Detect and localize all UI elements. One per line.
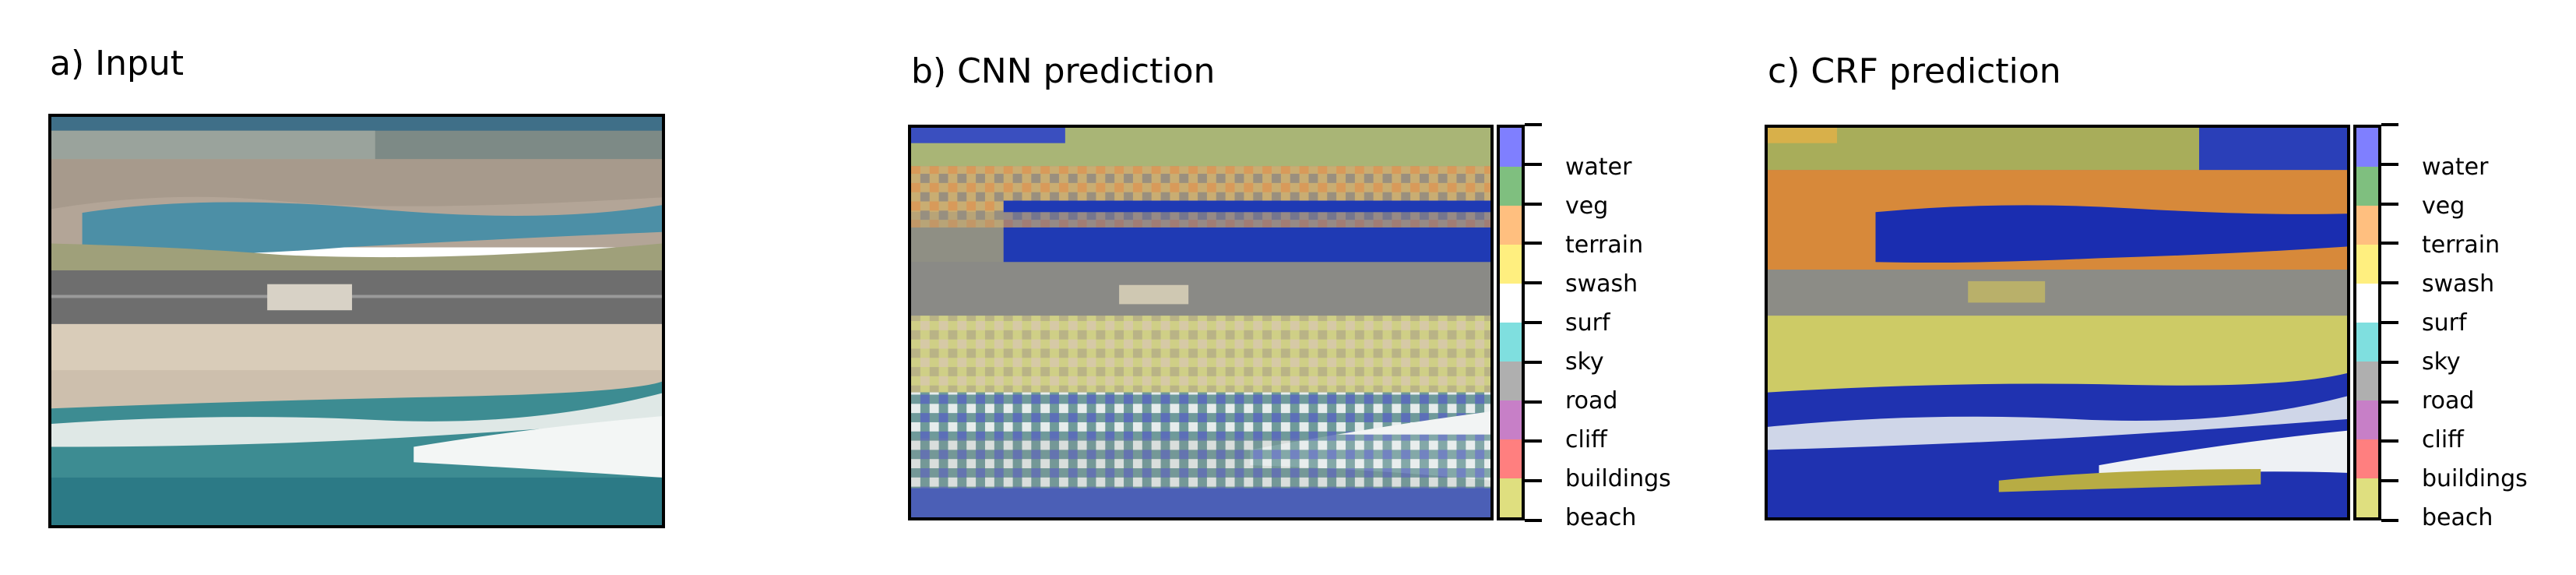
tick-mark <box>2381 162 2398 166</box>
colorbar-label: cliff <box>2422 426 2464 453</box>
colorbar-label: swash <box>1565 270 1638 298</box>
colorbar-swatch <box>1500 478 1522 517</box>
colorbar-label: surf <box>1565 309 1610 337</box>
colorbar-swatch <box>1500 128 1522 167</box>
tick-mark <box>1525 479 1542 483</box>
tick-minor <box>1525 162 1534 166</box>
colorbar-swatch <box>2356 478 2378 517</box>
colorbar-swatch <box>1500 245 1522 284</box>
crf-colorbar-ticks: water veg terrain swash surf sky road cl… <box>2381 123 2576 530</box>
crf-prediction-map <box>1765 125 2350 520</box>
tick-mark <box>1525 321 1542 324</box>
colorbar-label: veg <box>1565 192 1609 220</box>
input-aerial-photo <box>48 114 665 528</box>
colorbar-swatch <box>1500 206 1522 245</box>
colorbar-swatch <box>1500 400 1522 439</box>
colorbar-label: buildings <box>2422 465 2528 492</box>
colorbar-label: beach <box>2422 504 2493 531</box>
colorbar-label: swash <box>2422 270 2495 298</box>
tick-mark <box>1525 360 1542 364</box>
colorbar-label: cliff <box>1565 426 1607 453</box>
tick-mark <box>2381 281 2398 285</box>
panel-b-title: b) CNN prediction <box>911 51 1216 91</box>
colorbar-swatch <box>1500 167 1522 206</box>
colorbar-label: sky <box>1565 348 1604 376</box>
tick-mark <box>1525 202 1542 206</box>
colorbar-swatch <box>2356 323 2378 362</box>
tick-mark <box>2381 202 2398 206</box>
colorbar-label: terrain <box>2422 231 2500 259</box>
colorbar-swatch <box>2356 167 2378 206</box>
colorbar-swatch <box>1500 323 1522 362</box>
colorbar-swatch <box>2356 206 2378 245</box>
colorbar-swatch <box>2356 362 2378 400</box>
colorbar-swatch <box>2356 245 2378 284</box>
tick-mark <box>2381 360 2398 364</box>
colorbar-swatch <box>2356 400 2378 439</box>
colorbar-swatch <box>1500 284 1522 323</box>
colorbar-label: road <box>2422 387 2475 414</box>
colorbar-label: veg <box>2422 192 2465 220</box>
panel-c-title: c) CRF prediction <box>1768 51 2061 91</box>
colorbar-swatch <box>1500 439 1522 478</box>
tick-mark <box>1525 519 1542 522</box>
tick-mark <box>1525 242 1542 245</box>
tick-mark <box>2381 519 2398 522</box>
colorbar-label: water <box>1565 153 1632 181</box>
colorbar-swatch <box>1500 362 1522 400</box>
tick-mark <box>2381 479 2398 483</box>
panel-a-title: a) Input <box>50 44 185 83</box>
cnn-colorbar <box>1497 125 1525 520</box>
crf-colorbar <box>2353 125 2381 520</box>
colorbar-label: beach <box>1565 504 1637 531</box>
colorbar-label: water <box>2422 153 2489 181</box>
tick-mark <box>1525 439 1542 443</box>
tick-mark <box>1525 281 1542 285</box>
colorbar-label: road <box>1565 387 1618 414</box>
tick-mark <box>2381 242 2398 245</box>
colorbar-swatch <box>2356 439 2378 478</box>
colorbar-label: surf <box>2422 309 2467 337</box>
tick-mark <box>2381 439 2398 443</box>
colorbar-label: buildings <box>1565 465 1671 492</box>
colorbar-label: terrain <box>1565 231 1644 259</box>
colorbar-label: sky <box>2422 348 2461 376</box>
cnn-colorbar-ticks: water veg terrain swash surf sky road cl… <box>1525 123 1719 530</box>
tick-mark <box>2381 123 2398 126</box>
tick-mark <box>2381 400 2398 404</box>
tick-mark <box>1525 400 1542 404</box>
tick-mark <box>1525 123 1542 126</box>
cnn-prediction-map <box>908 125 1494 520</box>
tick-mark <box>2381 321 2398 324</box>
colorbar-swatch <box>2356 128 2378 167</box>
colorbar-swatch <box>2356 284 2378 323</box>
